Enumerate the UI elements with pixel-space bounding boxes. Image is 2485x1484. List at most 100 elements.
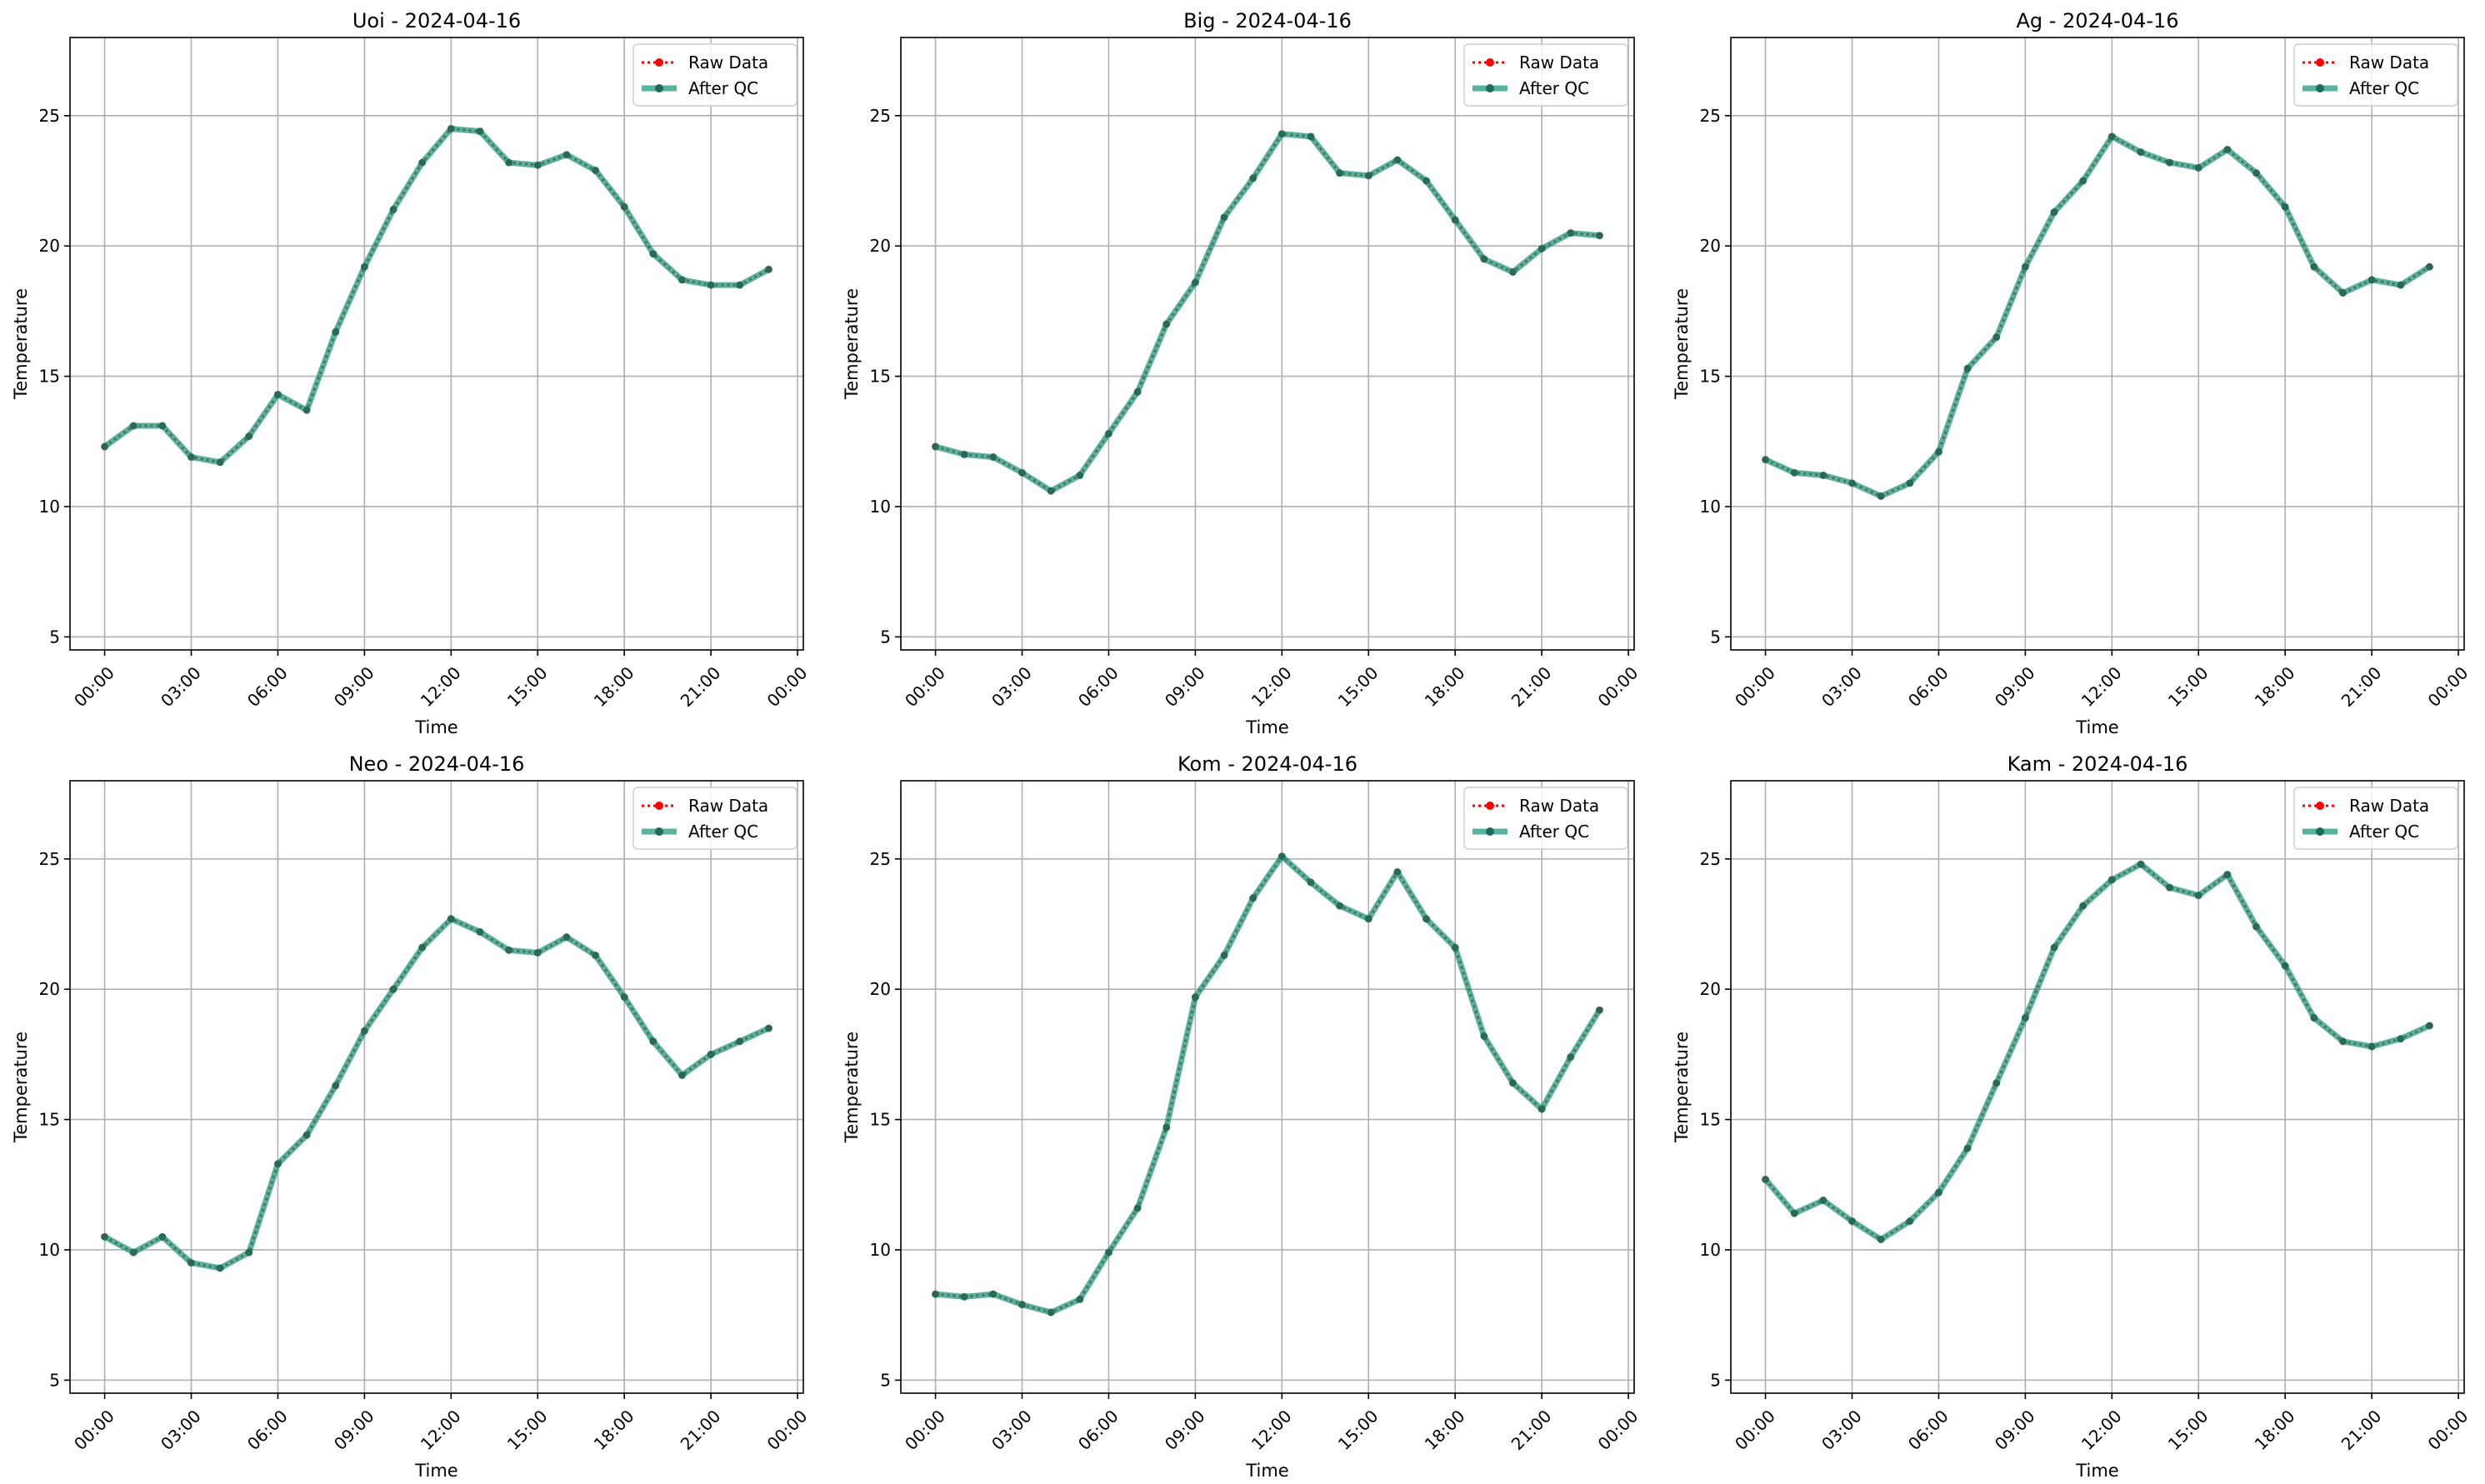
after-qc-point [1934, 447, 1942, 456]
after-qc-point [2137, 860, 2145, 868]
y-tick-label: 20 [870, 236, 891, 256]
after-qc-point [2397, 1035, 2405, 1043]
after-qc-point [1538, 244, 1546, 252]
legend-raw-label: Raw Data [1519, 796, 1599, 816]
after-qc-point [389, 205, 398, 213]
after-qc-line [1764, 133, 2432, 499]
after-qc-point [2368, 1042, 2376, 1051]
after-qc-point [592, 952, 600, 960]
subplot-1: Uoi - 2024-04-16 5 10 15 20 25 00:00 03:00 06:00… [11, 9, 811, 737]
after-qc-point [389, 985, 398, 993]
after-qc-point [302, 406, 311, 414]
x-axis-label: Time [1245, 717, 1288, 737]
x-tick-label: 06:00 [1074, 1406, 1122, 1454]
subplot-6: Kam - 2024-04-16 5 10 15 20 25 00:00 03:00 06:00… [1672, 752, 2472, 1481]
subplot-title: Kom - 2024-04-16 [1178, 752, 1358, 776]
y-tick-label: 15 [1700, 367, 1721, 387]
legend-qc-marker [2316, 84, 2324, 92]
after-qc-point [1249, 894, 1258, 902]
after-qc-point [2281, 202, 2289, 211]
y-tick-label: 25 [1700, 849, 1721, 869]
x-tick-label: 15:00 [2164, 662, 2212, 711]
after-qc-point [332, 1082, 340, 1090]
y-tick-label: 15 [870, 367, 891, 387]
after-qc-point [1162, 320, 1171, 328]
after-qc-point [1076, 1295, 1084, 1303]
x-tick-label: 00:00 [763, 1406, 812, 1454]
x-tick-label: 00:00 [1731, 662, 1779, 711]
y-tick-label: 20 [1700, 979, 1721, 999]
after-qc-point [1934, 1188, 1942, 1197]
after-qc-line [934, 131, 1600, 494]
y-tick-label: 25 [870, 106, 891, 126]
after-qc-point [447, 124, 455, 132]
legend-raw-marker [2316, 802, 2324, 810]
after-qc-point [1191, 993, 1199, 1002]
axes-frame [900, 37, 1635, 651]
x-tick-label: 03:00 [988, 662, 1036, 711]
legend-raw-label: Raw Data [688, 52, 768, 72]
after-qc-point [932, 442, 940, 451]
after-qc-point [188, 1259, 196, 1267]
legend: Raw Data After QC [1463, 43, 1628, 107]
y-tick-label: 10 [1700, 1240, 1721, 1260]
after-qc-point [1336, 169, 1344, 177]
after-qc-point [158, 1232, 167, 1241]
after-qc-point [1963, 364, 1972, 372]
after-qc-point [245, 432, 253, 441]
legend: Raw Data After QC [2293, 787, 2458, 850]
raw-data-line [103, 127, 770, 464]
axes-frame [1730, 37, 2465, 651]
legend-qc-marker [2316, 827, 2324, 836]
after-qc-point [1906, 479, 1914, 487]
after-qc-point [2166, 883, 2174, 892]
x-tick-label: 15:00 [503, 1406, 552, 1454]
after-qc-point [649, 250, 658, 258]
after-qc-point [1848, 479, 1857, 487]
after-qc-point [216, 1264, 224, 1272]
y-axis-label: Temperature [11, 1032, 31, 1143]
y-tick-label: 5 [1710, 1370, 1721, 1390]
after-qc-point [1191, 278, 1199, 287]
legend: Raw Data After QC [1463, 787, 1628, 850]
after-qc-point [1963, 1144, 1972, 1152]
x-tick-label: 18:00 [590, 662, 638, 711]
after-qc-point [1047, 1308, 1055, 1317]
x-tick-label: 00:00 [901, 662, 949, 711]
y-tick-label: 10 [39, 497, 60, 517]
after-qc-point [2137, 148, 2145, 157]
after-qc-point [562, 933, 571, 942]
after-qc-point [1364, 172, 1372, 180]
after-qc-point [2338, 1037, 2347, 1046]
after-qc-point [476, 127, 484, 136]
axes-frame [69, 780, 804, 1394]
x-tick-label: 03:00 [157, 662, 205, 711]
x-tick-label: 21:00 [677, 1406, 725, 1454]
after-qc-point [2223, 871, 2232, 879]
x-tick-label: 00:00 [70, 662, 118, 711]
after-qc-point [1220, 213, 1228, 222]
subplot-2: Big - 2024-04-16 5 10 15 20 25 00:00 03:00 06:00… [842, 9, 1642, 737]
x-tick-label: 00:00 [1594, 1406, 1642, 1454]
after-qc-point [1162, 1123, 1171, 1132]
after-qc-point [2223, 145, 2232, 153]
after-qc-line [935, 853, 1602, 1316]
x-tick-label: 06:00 [243, 662, 292, 711]
after-qc-point [1819, 1197, 1828, 1205]
after-qc-point [1848, 1217, 1857, 1226]
after-qc-point [960, 450, 968, 458]
after-qc-point [360, 262, 368, 271]
after-qc-point [1307, 878, 1315, 887]
x-tick-label: 03:00 [988, 1406, 1036, 1454]
x-tick-label: 09:00 [1991, 662, 2039, 711]
legend: Raw Data After QC [632, 43, 798, 107]
after-qc-point [1595, 232, 1603, 240]
legend-qc-label: After QC [1519, 78, 1589, 98]
x-tick-label: 06:00 [1904, 1406, 1952, 1454]
x-tick-label: 03:00 [1818, 662, 1866, 711]
y-tick-label: 25 [1700, 106, 1721, 126]
after-qc-point [1538, 1105, 1546, 1113]
y-tick-label: 15 [1700, 1110, 1721, 1130]
legend-raw-label: Raw Data [2349, 52, 2429, 72]
after-qc-point [101, 1232, 109, 1241]
